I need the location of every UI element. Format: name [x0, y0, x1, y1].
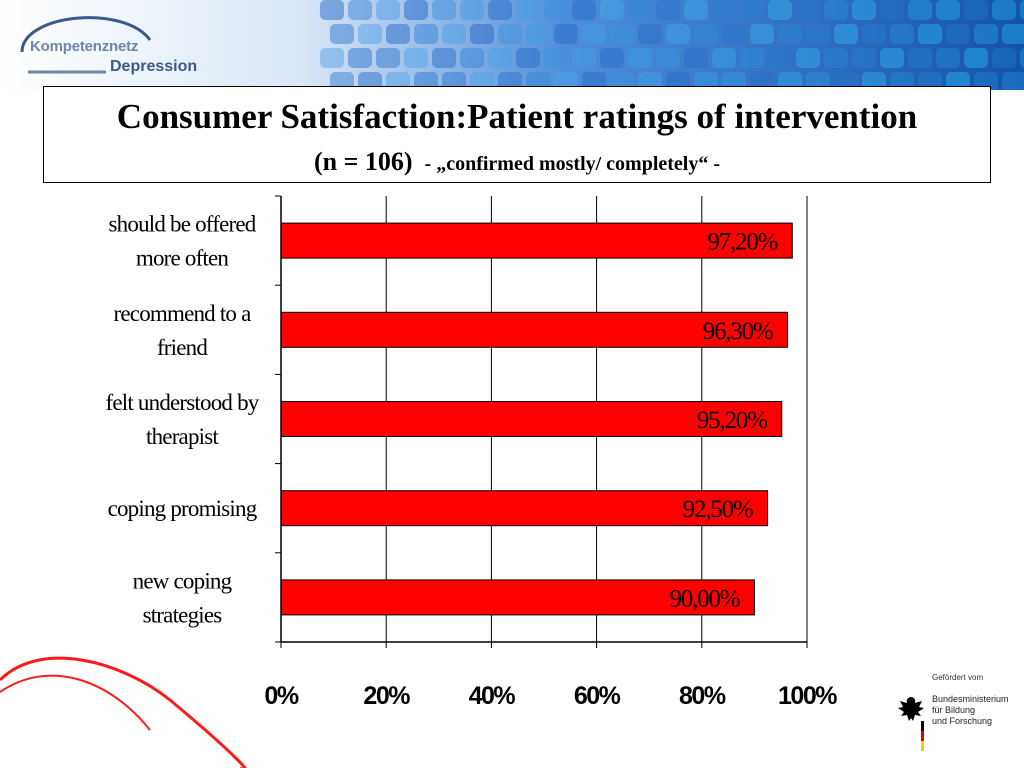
bar-3 — [280, 490, 769, 527]
category-label: more often — [136, 246, 230, 271]
category-label: friend — [157, 335, 208, 360]
bar-2 — [280, 401, 783, 437]
bar-0 — [280, 222, 793, 259]
ministry-name: Bundesministerium für Bildung und Forsch… — [932, 694, 1009, 726]
sample-size: (n = 106) — [313, 147, 413, 176]
category-label: strategies — [143, 602, 223, 627]
logo-text-kompetenznetz: Kompetenznetz — [30, 38, 139, 55]
funded-by-text: Gefördert vom — [932, 673, 984, 682]
data-label: 97,20% — [707, 229, 777, 256]
funding-footer: Gefördert vom Bundesministerium für Bild… — [896, 673, 1016, 758]
category-label: should be offered — [109, 212, 257, 237]
x-tick-label: 20% — [363, 682, 410, 710]
bar-4 — [280, 579, 755, 616]
kompetenznetz-logo: Kompetenznetz Depression — [14, 4, 198, 82]
data-label: 92,50% — [683, 496, 753, 523]
logo-text-depression: Depression — [110, 58, 198, 75]
x-tick-label: 60% — [574, 682, 621, 710]
x-tick-label: 80% — [679, 682, 726, 710]
x-tick-label: 100% — [778, 682, 837, 710]
category-label: new coping — [133, 568, 233, 593]
category-label: felt understood by — [106, 390, 260, 415]
red-swoosh-decoration — [0, 656, 247, 768]
mosaic-banner-background — [0, 0, 1024, 90]
category-label: therapist — [146, 424, 219, 449]
category-label: coping promising — [108, 496, 258, 521]
title-box: Consumer Satisfaction:Patient ratings of… — [43, 86, 991, 183]
category-label: recommend to a — [114, 301, 252, 326]
eagle-icon — [898, 697, 924, 751]
slide-subtitle: (n = 106) - „confirmed mostly/ completel… — [44, 147, 990, 177]
rating-criterion: - „confirmed mostly/ completely“ - — [424, 153, 721, 175]
header-banner: Kompetenznetz Depression — [0, 0, 1024, 90]
data-label: 96,30% — [703, 318, 773, 345]
data-label: 90,00% — [670, 585, 740, 612]
x-tick-label: 0% — [264, 682, 298, 710]
data-label: 95,20% — [697, 407, 767, 434]
bar-1 — [280, 311, 789, 348]
x-tick-label: 40% — [469, 682, 516, 710]
slide-title: Consumer Satisfaction:Patient ratings of… — [116, 97, 918, 136]
